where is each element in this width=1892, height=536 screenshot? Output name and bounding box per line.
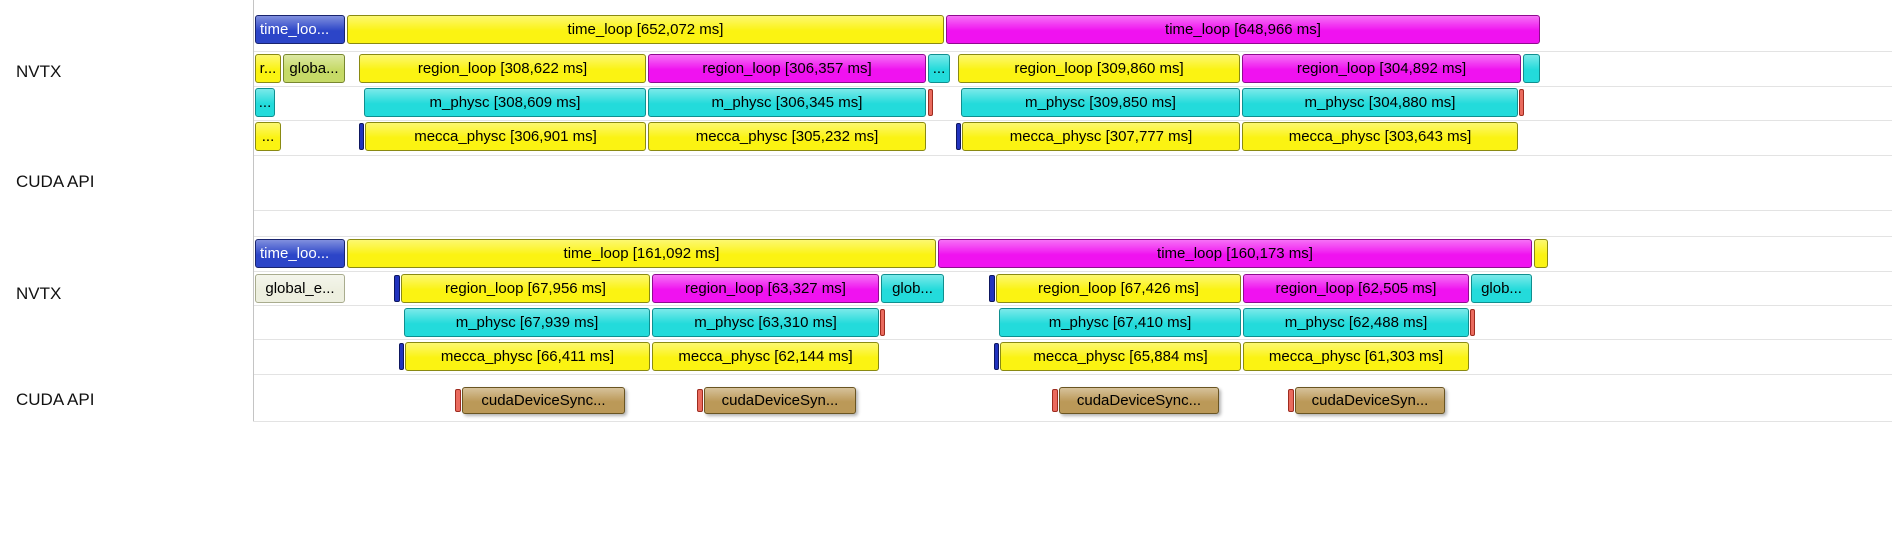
row-separator-line — [253, 86, 1892, 87]
event-marker[interactable] — [359, 123, 364, 150]
nvtx-range-bar[interactable]: r... — [255, 54, 281, 83]
event-marker[interactable] — [928, 89, 933, 116]
track-label-cuda-api[interactable]: CUDA API — [16, 390, 95, 409]
nvtx-range-bar[interactable]: region_loop [304,892 ms] — [1242, 54, 1521, 83]
cuda-api-call-bar[interactable]: cudaDeviceSync... — [1059, 387, 1219, 414]
cuda-api-call-bar[interactable]: cudaDeviceSyn... — [704, 387, 856, 414]
nvtx-range-bar[interactable]: mecca_physc [303,643 ms] — [1242, 122, 1518, 151]
nvtx-range-bar[interactable]: time_loop [652,072 ms] — [347, 15, 944, 44]
nvtx-range-bar[interactable]: ... — [928, 54, 950, 83]
nvtx-range-bar[interactable]: time_loop [161,092 ms] — [347, 239, 936, 268]
row-separator-line — [253, 51, 1892, 52]
event-marker[interactable] — [399, 343, 404, 370]
nvtx-range-bar[interactable]: globa... — [283, 54, 345, 83]
row-separator-line — [253, 421, 1892, 422]
nvtx-range-bar[interactable]: region_loop [67,426 ms] — [996, 274, 1241, 303]
row-separator-line — [253, 120, 1892, 121]
nvtx-range-bar[interactable]: time_loop [160,173 ms] — [938, 239, 1532, 268]
nvtx-range-bar[interactable] — [1534, 239, 1548, 268]
cuda-api-call-bar[interactable]: cudaDeviceSyn... — [1295, 387, 1445, 414]
row-separator-line — [253, 374, 1892, 375]
track-label-cuda-api[interactable]: CUDA API — [16, 172, 95, 191]
nvtx-range-bar[interactable]: m_physc [309,850 ms] — [961, 88, 1240, 117]
event-marker[interactable] — [394, 275, 400, 302]
nvtx-range-bar[interactable]: m_physc [63,310 ms] — [652, 308, 879, 337]
nvtx-range-bar[interactable]: region_loop [306,357 ms] — [648, 54, 926, 83]
row-separator-line — [253, 339, 1892, 340]
event-marker[interactable] — [956, 123, 961, 150]
label-timeline-divider — [253, 0, 254, 421]
nvtx-range-bar[interactable]: mecca_physc [61,303 ms] — [1243, 342, 1469, 371]
nvtx-range-bar[interactable]: ... — [255, 122, 281, 151]
event-marker[interactable] — [994, 343, 999, 370]
nvtx-range-bar[interactable]: m_physc [304,880 ms] — [1242, 88, 1518, 117]
event-marker[interactable] — [1519, 89, 1524, 116]
row-separator-line — [253, 305, 1892, 306]
cuda-api-call-bar[interactable]: cudaDeviceSync... — [462, 387, 625, 414]
nvtx-range-bar[interactable]: ... — [255, 88, 275, 117]
event-marker[interactable] — [1288, 389, 1294, 412]
nvtx-range-bar[interactable]: time_loop [648,966 ms] — [946, 15, 1540, 44]
row-separator-line — [253, 236, 1892, 237]
row-separator-line — [253, 155, 1892, 156]
nvtx-range-bar[interactable]: mecca_physc [307,777 ms] — [962, 122, 1240, 151]
nvtx-range-bar[interactable]: mecca_physc [65,884 ms] — [1000, 342, 1241, 371]
nvtx-range-bar[interactable]: region_loop [308,622 ms] — [359, 54, 646, 83]
nvtx-range-bar[interactable]: global_e... — [255, 274, 345, 303]
nvtx-range-bar[interactable]: m_physc [308,609 ms] — [364, 88, 646, 117]
nvtx-range-bar[interactable]: time_loo... — [255, 15, 345, 44]
nvtx-range-bar[interactable]: m_physc [67,939 ms] — [404, 308, 650, 337]
track-label-nvtx[interactable]: NVTX — [16, 284, 62, 303]
nvtx-range-bar[interactable]: mecca_physc [62,144 ms] — [652, 342, 879, 371]
row-separator-line — [253, 210, 1892, 211]
event-marker[interactable] — [880, 309, 885, 336]
nvtx-range-bar[interactable]: mecca_physc [66,411 ms] — [405, 342, 650, 371]
nvtx-range-bar[interactable]: m_physc [67,410 ms] — [999, 308, 1241, 337]
nvtx-range-bar[interactable] — [1523, 54, 1540, 83]
nvtx-range-bar[interactable]: m_physc [62,488 ms] — [1243, 308, 1469, 337]
nvtx-range-bar[interactable]: region_loop [62,505 ms] — [1243, 274, 1469, 303]
track-label-nvtx[interactable]: NVTX — [16, 62, 62, 81]
row-separator-line — [253, 271, 1892, 272]
event-marker[interactable] — [1052, 389, 1058, 412]
nvtx-range-bar[interactable]: region_loop [67,956 ms] — [401, 274, 650, 303]
nvtx-range-bar[interactable]: glob... — [881, 274, 944, 303]
event-marker[interactable] — [455, 389, 461, 412]
event-marker[interactable] — [697, 389, 703, 412]
nvtx-range-bar[interactable]: mecca_physc [306,901 ms] — [365, 122, 646, 151]
nvtx-range-bar[interactable]: glob... — [1471, 274, 1532, 303]
nvtx-range-bar[interactable]: region_loop [309,860 ms] — [958, 54, 1240, 83]
nvtx-range-bar[interactable]: m_physc [306,345 ms] — [648, 88, 926, 117]
nvtx-range-bar[interactable]: time_loo... — [255, 239, 345, 268]
nvtx-range-bar[interactable]: mecca_physc [305,232 ms] — [648, 122, 926, 151]
event-marker[interactable] — [989, 275, 995, 302]
event-marker[interactable] — [1470, 309, 1475, 336]
nvtx-range-bar[interactable]: region_loop [63,327 ms] — [652, 274, 879, 303]
